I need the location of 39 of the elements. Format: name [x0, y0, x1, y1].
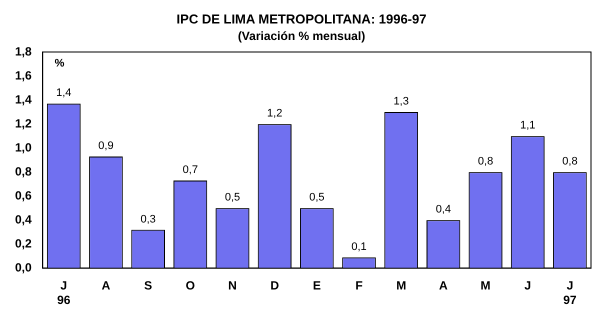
y-tick-label: 0,0	[14, 260, 32, 275]
y-tick-label: 1,6	[14, 68, 32, 82]
x-tick-label: M	[396, 278, 406, 293]
data-label: 1,3	[394, 96, 409, 108]
data-label: 1,1	[520, 120, 536, 132]
chart-subtitle: (Variación % mensual)	[238, 29, 366, 44]
data-label: 0,4	[436, 204, 452, 216]
data-label: 0,1	[351, 240, 367, 253]
chart-title: IPC DE LIMA METROPOLITANA: 1996-97	[176, 11, 426, 26]
x-tick-label: A	[102, 278, 111, 293]
y-tick-label: 0,4	[14, 212, 32, 226]
data-label: 0,5	[309, 192, 324, 204]
x-tick-label: D	[270, 278, 280, 293]
x-tick-label: E	[312, 278, 321, 293]
data-label: 0,8	[478, 156, 494, 168]
data-label: 0,3	[140, 213, 156, 226]
data-label: 0,7	[182, 164, 198, 176]
x-tick-label: J	[524, 278, 532, 293]
data-label: 1,4	[56, 87, 72, 100]
y-axis-title: %	[54, 58, 65, 70]
y-tick-label: 0,2	[14, 236, 32, 250]
y-tick-label: 0,6	[14, 188, 32, 202]
x-tick-label: F	[355, 278, 363, 293]
data-label: 0,9	[98, 140, 114, 152]
x-tick-label: O	[186, 278, 195, 293]
x-tick-label: N	[228, 278, 237, 293]
x-tick-label: J 96	[57, 278, 71, 308]
data-label: 1,2	[267, 108, 282, 120]
y-tick-label: 1,0	[14, 140, 32, 154]
x-tick-label: J 97	[563, 278, 577, 308]
x-tick-label: A	[439, 278, 448, 293]
x-tick-label: M	[480, 278, 491, 293]
y-tick-label: 1,8	[14, 44, 32, 58]
x-tick-label: S	[144, 278, 152, 293]
y-tick-label: 0,8	[14, 164, 32, 178]
y-tick-label: 1,4	[14, 92, 32, 106]
y-tick-label: 1,2	[14, 116, 32, 130]
data-label: 0,8	[562, 156, 578, 168]
data-label: 0,5	[224, 192, 240, 204]
